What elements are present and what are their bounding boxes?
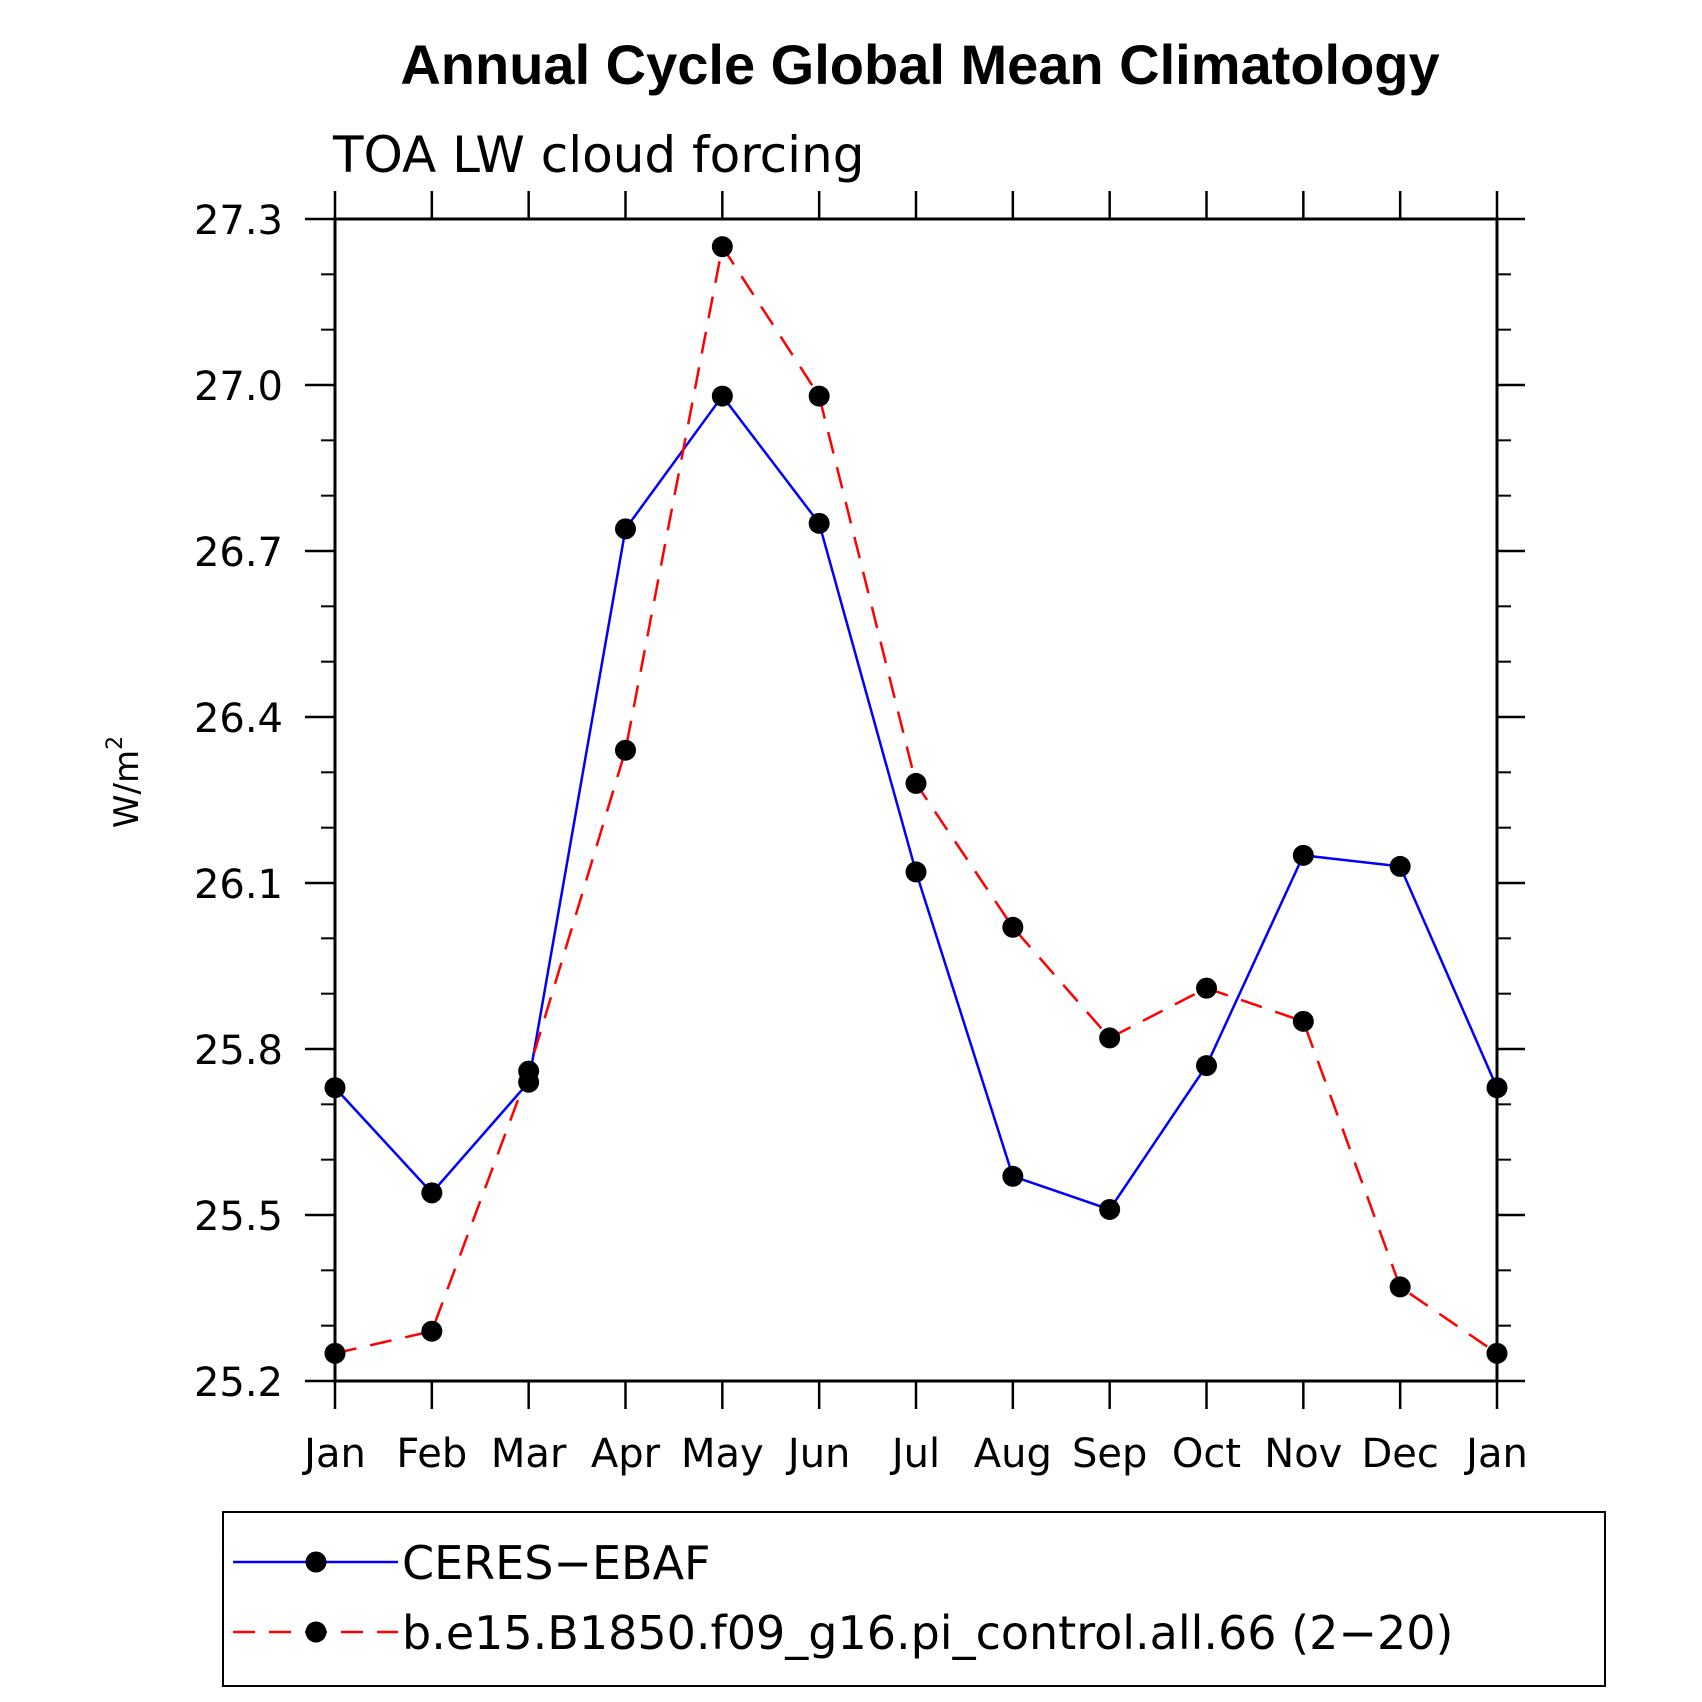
legend-marker-1 [305,1621,327,1643]
x-tick-label: Jun [785,1431,851,1477]
x-tick-label: Jan [301,1431,366,1477]
series-line-0 [334,393,1499,1211]
series-1-point [421,1320,443,1342]
series-1-point [615,739,636,761]
legend-box [222,1511,1606,1687]
y-tick-label: 26.4 [194,696,283,742]
series-1-point [518,1060,540,1082]
series-0-point [1196,1055,1217,1077]
y-tick-label: 25.2 [194,1360,283,1406]
y-tick-label: 26.1 [194,862,283,908]
plot-frame [333,217,1499,1383]
series-1-point [1196,977,1217,999]
x-tick-label: Oct [1172,1431,1241,1477]
series-0-point [905,861,927,883]
series-1-point [1292,1010,1314,1032]
series-1-point [1389,1276,1411,1298]
plot-area: Jan Feb Mar Apr May Jun Jul Aug Sep Oct Nov Dec Jan 2… [194,191,1528,1477]
series-1-point [808,385,830,407]
series-1-point [905,772,927,794]
x-tick-label: Apr [591,1431,661,1477]
legend: CERES−EBAF b.e15.B1850.f09_g16.pi_control… [233,1536,1453,1660]
legend-marker-0 [305,1551,327,1573]
x-tick-label: Mar [491,1431,567,1477]
series-0-point [1099,1198,1121,1220]
series-1-point [1002,916,1024,938]
series-0-point [324,1077,346,1099]
x-tick-label: May [681,1431,764,1477]
x-tick-label: Jan [1463,1431,1528,1477]
y-axis-label: W/m2 [103,736,147,828]
x-tick-label: Jul [889,1431,940,1477]
y-tick-label: 27.3 [194,198,283,244]
series-1-point [1486,1342,1508,1364]
y-tick-label: 26.7 [194,530,283,576]
chart-title: Annual Cycle Global Mean Climatology [400,33,1439,96]
legend-label-0: CERES−EBAF [402,1536,711,1590]
series-0-point [1389,855,1411,877]
y-axis-label-base: W/m [107,750,147,828]
x-tick-label: Nov [1264,1431,1342,1477]
x-tick-label: Feb [396,1431,467,1477]
y-tick-label: 27.0 [194,364,283,410]
series-0-point [711,385,733,407]
svg-text:W/m2: W/m2 [103,736,147,828]
series-1-point [1099,1027,1121,1049]
series-1-point [711,236,733,258]
y-tick-label: 25.5 [194,1194,283,1240]
series-0-point [615,518,636,540]
series-0-point [808,512,830,534]
x-tick-label: Dec [1361,1431,1438,1477]
legend-label-1: b.e15.B1850.f09_g16.pi_control.all.66 (2… [402,1606,1453,1660]
chart-subtitle: TOA LW cloud forcing [332,126,864,184]
y-axis-label-exponent: 2 [103,736,128,750]
series-1-point [324,1342,346,1364]
series-0-point [1486,1077,1508,1099]
x-tick-label: Aug [974,1431,1052,1477]
series-0-point [1292,844,1314,866]
y-tick-label: 25.8 [194,1028,283,1074]
x-tick-label: Sep [1072,1431,1147,1477]
series-0-point [421,1182,443,1204]
series-line-1 [334,243,1498,1355]
series-0-point [1002,1165,1024,1187]
